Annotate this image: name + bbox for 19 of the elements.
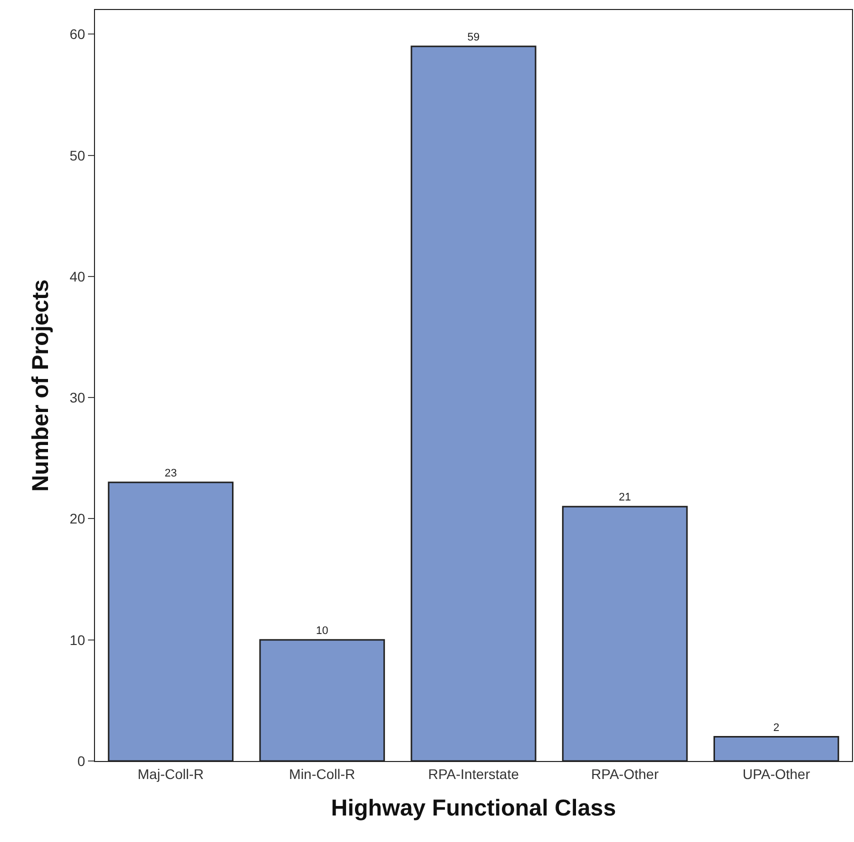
x-tick-label: Min-Coll-R [289,766,356,782]
y-tick-label: 20 [70,510,86,527]
x-axis-title: Highway Functional Class [331,794,616,820]
x-tick-label: UPA-Other [742,766,810,782]
y-tick-label: 60 [70,26,86,42]
data-label: 21 [618,492,632,504]
data-label: 59 [467,31,480,44]
y-tick-label: 30 [70,390,86,406]
x-tick-label: RPA-Other [591,766,659,782]
y-tick-label: 50 [70,147,86,164]
y-axis-title: Number of Projects [27,279,54,492]
data-label: 23 [164,467,177,480]
y-tick-label: 10 [70,632,86,648]
x-tick-label: Maj-Coll-R [138,766,204,782]
y-tick-label: 40 [70,268,86,284]
data-label: 2 [773,722,780,734]
x-tick-label: RPA-Interstate [428,766,520,782]
y-tick-label: 0 [77,752,86,769]
data-label: 10 [316,624,328,637]
